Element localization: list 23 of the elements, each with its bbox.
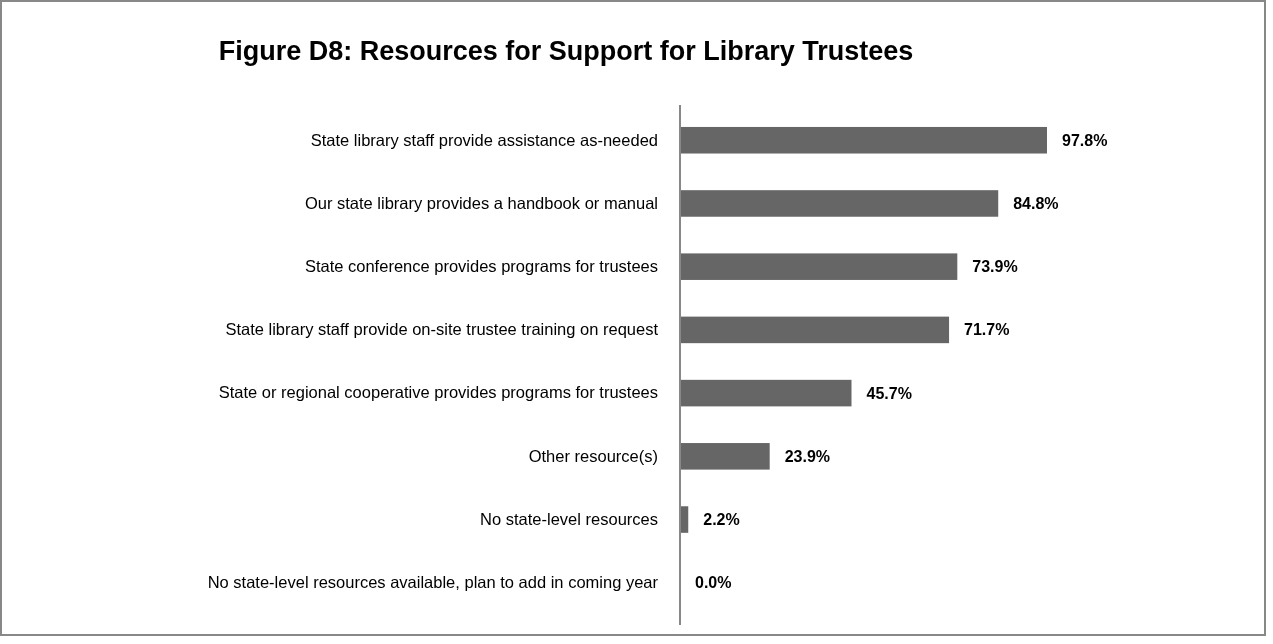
y-tick-label: State library staff provide on-site trustee training on request [225,320,659,339]
data-label: 71.7% [964,321,1010,339]
data-label: 45.7% [866,384,912,402]
y-tick-label: State conference provides programs for trustees [304,256,658,275]
bar [680,316,950,344]
data-label: 97.8% [1062,131,1108,149]
bar [680,379,852,407]
chart-title: Figure D8: Resources for Support for Library Trustees [218,36,914,66]
y-tick-label: State library staff provide assistance as-needed [310,130,658,149]
data-label: 84.8% [1013,195,1059,213]
bar [680,126,1047,154]
y-tick-label: State or regional cooperative provides programs for trustees [218,383,658,402]
bar [680,443,770,470]
data-label: 2.2% [703,511,740,529]
bar [680,190,999,217]
y-tick-label: No state-level resources available, plan to add in coming year [207,573,659,592]
y-tick-label: No state-level resources [480,509,658,528]
bar [680,253,958,280]
data-label: 23.9% [784,447,831,465]
y-tick-label: Other resource(s) [528,446,658,465]
data-label: 73.9% [972,258,1018,276]
y-tick-label: Our state library provides a handbook or manual [304,193,658,212]
data-label: 0.0% [695,574,732,592]
